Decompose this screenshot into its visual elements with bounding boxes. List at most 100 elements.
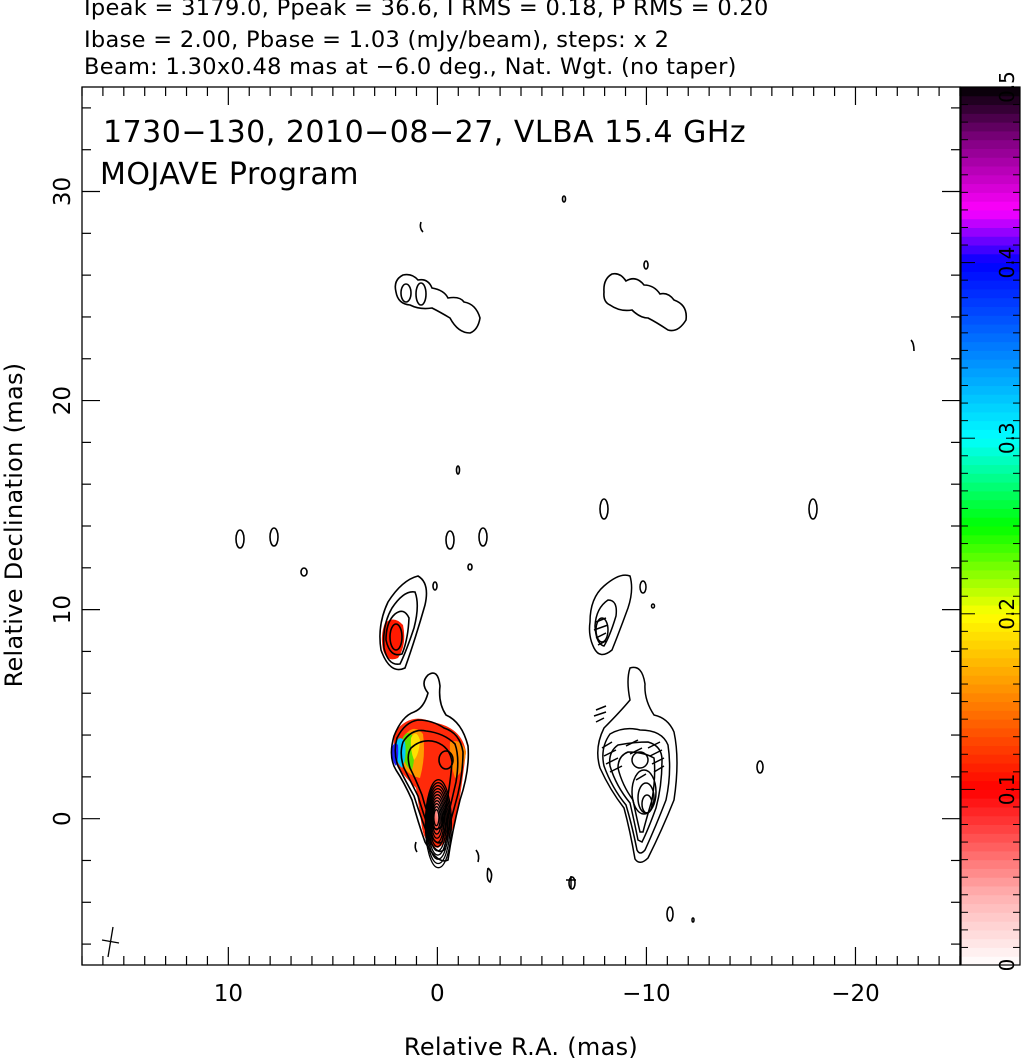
x-tick-label: −20 <box>831 981 880 1007</box>
contour-north-speck <box>643 260 649 270</box>
contour-speck-13 <box>486 867 493 884</box>
core-contour <box>431 803 443 835</box>
colorbar-step <box>961 482 1020 492</box>
core-contour <box>426 785 450 860</box>
polarized-intensity-contours <box>566 574 695 923</box>
header-line-1: Ipeak = 3179.0, Ppeak = 36.6, I RMS = 0.… <box>84 0 769 21</box>
colorbar-step <box>961 596 1020 606</box>
plot-subtitle: MOJAVE Program <box>100 157 359 192</box>
colorbar-step <box>961 613 1020 624</box>
colorbar-step <box>961 517 1020 527</box>
colorbar <box>960 86 1021 966</box>
colorbar-step <box>961 236 1020 246</box>
contour-north-left-knot-2 <box>400 283 412 303</box>
colorbar-step <box>961 938 1020 948</box>
contour-upper-knot-core <box>389 623 403 651</box>
colorbar-step <box>961 692 1020 703</box>
pol-ticks-hatched <box>593 705 665 781</box>
colorbar-step <box>961 87 1020 97</box>
colorbar-step <box>961 411 1020 422</box>
contour-speck-3 <box>445 530 455 550</box>
core-contour <box>424 779 453 869</box>
colorbar-step <box>961 403 1020 413</box>
colorbar-step <box>961 657 1020 667</box>
contour-speck-12 <box>432 581 438 591</box>
core-contour <box>429 797 445 844</box>
core-contour <box>430 800 444 839</box>
pol-contour-2 <box>602 727 671 854</box>
colorbar-step <box>961 763 1020 773</box>
colorbar-step <box>961 157 1020 167</box>
colorbar-tick-label: 0.1 <box>995 773 1019 805</box>
colorbar-tick-label: 0.4 <box>995 247 1019 279</box>
colorbar-step <box>961 139 1020 149</box>
colorbar-step <box>961 227 1020 237</box>
colorbar-step <box>961 543 1020 553</box>
colorbar-step <box>961 130 1020 141</box>
colorbar-step <box>961 859 1020 869</box>
colorbar-step <box>961 271 1020 281</box>
colorbar-step <box>961 174 1020 185</box>
contour-upper-knot-3 <box>385 610 410 656</box>
y-tick-label: 0 <box>50 811 76 826</box>
pol-contour-7 <box>641 794 653 814</box>
colorbar-step <box>961 534 1020 545</box>
axis-ticks <box>81 87 961 965</box>
contour-speck-7 <box>756 760 764 774</box>
colorbar-step <box>961 552 1020 562</box>
x-tick-label: 0 <box>430 981 445 1007</box>
colorbar-step <box>961 394 1020 404</box>
contour-north-left-knot <box>415 282 427 306</box>
pol-contour-upper-outer <box>588 574 633 656</box>
pol-speck-4 <box>566 876 576 888</box>
core-contour <box>428 791 448 852</box>
colorbar-step <box>961 684 1020 694</box>
colorbar-step <box>961 113 1020 123</box>
colorbar-step <box>961 885 1020 896</box>
contour-speck-16 <box>910 339 915 352</box>
colorbar-step <box>961 824 1020 834</box>
colorbar-step <box>961 745 1020 755</box>
colorbar-step <box>961 122 1020 132</box>
contour-speck-1 <box>235 529 245 549</box>
colorbar-step <box>961 561 1020 571</box>
y-tick-label: 10 <box>50 595 76 624</box>
colorbar-step <box>961 526 1020 536</box>
plot-title: 1730−130, 2010−08−27, VLBA 15.4 GHz <box>103 115 746 150</box>
colorbar-step <box>961 288 1020 299</box>
colorbar-step <box>961 631 1020 641</box>
colorbar-step <box>961 192 1020 202</box>
colorbar-step <box>961 727 1020 738</box>
contour-speck-19 <box>467 563 473 571</box>
colorbar-step <box>961 806 1020 817</box>
colorbar-step <box>961 148 1020 158</box>
contour-speck-6 <box>808 498 818 520</box>
contour-speck-18 <box>561 195 567 203</box>
contour-speck-17 <box>414 841 418 853</box>
pol-contour-4 <box>617 751 656 833</box>
contour-upper-knot-outer <box>379 575 428 671</box>
pol-speck-1 <box>639 580 647 594</box>
pol-contour-3 <box>608 741 663 844</box>
colorbar-step <box>961 201 1020 211</box>
colorbar-step <box>961 648 1020 659</box>
colorbar-step <box>961 464 1020 474</box>
colorbar-tick-labels: 0 0.1 0.2 0.3 0.4 0.5 <box>995 71 1019 971</box>
pol-patch-yellow-stripe <box>410 733 420 760</box>
colorbar-step <box>961 921 1020 931</box>
colorbar-step <box>961 771 1020 782</box>
colorbar-step <box>961 877 1020 887</box>
y-tick-label: 20 <box>50 386 76 415</box>
contour-speck-2 <box>269 527 279 547</box>
contour-speck-5 <box>599 498 609 520</box>
colorbar-step <box>961 666 1020 676</box>
colorbar-step <box>961 736 1020 746</box>
colorbar-step <box>961 446 1020 457</box>
contour-north-right <box>603 272 688 332</box>
contour-speck-15 <box>419 221 424 233</box>
colorbar-step <box>961 297 1020 307</box>
contour-jet-outer <box>390 672 470 862</box>
core-contour <box>427 788 449 856</box>
contour-upper-knot-2 <box>382 591 419 665</box>
